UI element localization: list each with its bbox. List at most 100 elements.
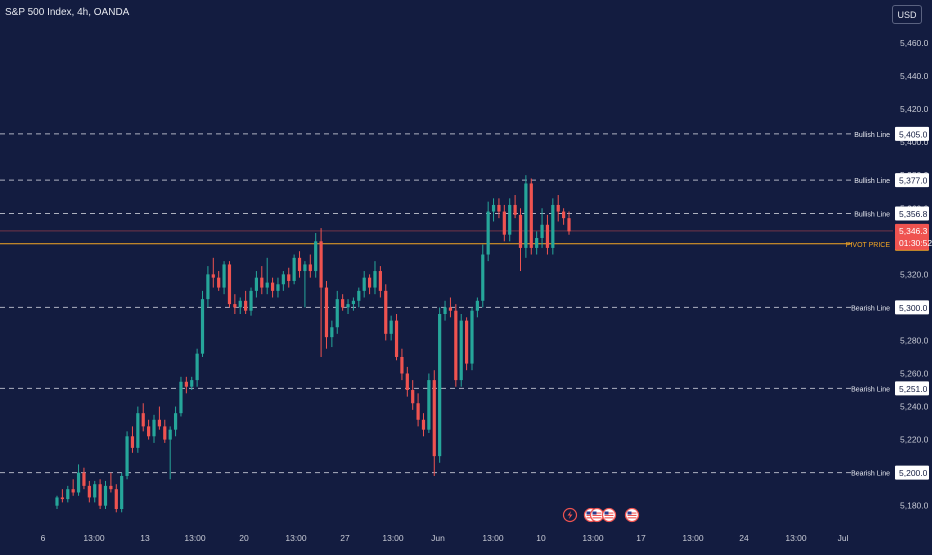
candle-body <box>249 290 253 311</box>
flag-canton <box>592 511 597 515</box>
flag-stripe <box>592 512 602 514</box>
candle-body <box>373 271 377 288</box>
candle-body <box>535 237 539 248</box>
x-tick-label: 17 <box>636 533 646 543</box>
symbol-title[interactable]: S&P 500 Index, 4h, OANDA <box>5 7 130 18</box>
candle-body <box>190 380 194 387</box>
level-label: Bullish Line <box>854 178 890 185</box>
flag-stripe <box>604 514 614 516</box>
flag-stripe <box>592 517 602 519</box>
candle-body <box>141 413 145 427</box>
candle-body <box>459 320 463 381</box>
candle-body <box>540 224 544 238</box>
flag-canton <box>604 511 609 515</box>
event-icons[interactable] <box>562 507 640 523</box>
candle-body <box>324 287 329 338</box>
candle-body <box>147 426 151 437</box>
candle-body <box>389 320 393 334</box>
flag-stripe <box>592 514 602 516</box>
level-value-label: 5,405.0 <box>899 129 928 139</box>
currency-button[interactable]: USD <box>892 5 922 24</box>
candle-body <box>281 274 285 285</box>
candle-body <box>551 204 555 248</box>
flag-canton <box>627 511 632 515</box>
y-tick-label: 5,420.0 <box>900 104 929 114</box>
candle-body <box>71 489 75 493</box>
x-axis[interactable]: 6 13:00 13 13:00 20 13:00 27 13:00 Jun 13:00 10 13:… <box>41 533 849 543</box>
candle-body <box>60 497 64 500</box>
candle-body <box>351 300 356 305</box>
x-tick-label: 27 <box>340 533 350 543</box>
candle-body <box>567 218 571 232</box>
candle-body <box>163 426 167 440</box>
candle-body <box>556 204 560 212</box>
candle-body <box>405 373 409 391</box>
level-label: Bullish Line <box>854 132 890 139</box>
x-tick-label: 13:00 <box>285 533 307 543</box>
candle-body <box>130 436 135 448</box>
candle-body <box>244 300 248 311</box>
candle-body <box>454 310 458 381</box>
candle-body <box>222 264 226 288</box>
candle-body <box>114 489 118 510</box>
level-label: Bearish Line <box>851 305 890 312</box>
candle-body <box>357 290 361 301</box>
candle-body <box>179 381 183 414</box>
candle-body <box>427 380 431 430</box>
candle-body <box>136 413 140 448</box>
candles-layer <box>55 175 571 513</box>
candle-body <box>341 299 345 308</box>
level-value-label-bg <box>895 300 929 315</box>
candle-body <box>82 472 86 486</box>
candle-body <box>270 282 275 291</box>
flag-stripe <box>627 514 637 516</box>
level-value-label-bg <box>895 206 929 221</box>
candle-body <box>524 183 528 248</box>
candle-body <box>470 310 474 364</box>
y-axis[interactable]: 5,180.0 5,200.0 5,220.0 5,240.0 5,260.0 5,280… <box>900 38 929 511</box>
candle-body <box>157 419 161 427</box>
last-price-label: 5,346.3 <box>899 226 928 236</box>
y-tick-label: 5,180.0 <box>900 501 929 511</box>
candle-body <box>173 413 178 430</box>
x-tick-label: 24 <box>739 533 749 543</box>
candle-body <box>168 429 172 440</box>
level-value-label-bg <box>895 126 929 141</box>
x-tick-label: 13:00 <box>582 533 604 543</box>
candle-body <box>276 284 280 291</box>
x-tick-label: 13:00 <box>83 533 105 543</box>
candle-body <box>486 211 490 255</box>
candle-body <box>416 403 420 420</box>
candle-body <box>319 241 323 288</box>
candle-body <box>335 299 339 328</box>
candle-body <box>513 204 517 215</box>
candle-body <box>217 277 221 288</box>
lightning-icon <box>567 511 573 519</box>
candle-body <box>125 436 129 476</box>
y-tick-label: 5,220.0 <box>900 435 929 445</box>
x-tick-label: 13:00 <box>682 533 704 543</box>
candle-body <box>211 274 215 278</box>
x-tick-label: 13:00 <box>184 533 206 543</box>
candle-body <box>109 485 113 490</box>
candle-body <box>481 254 485 301</box>
level-value-label: 5,300.0 <box>899 303 928 313</box>
level-label: Bullish Line <box>854 212 890 219</box>
candle-body <box>475 300 479 311</box>
lightning-event-icon[interactable] <box>562 507 578 523</box>
level-label: Bearish Line <box>851 386 890 393</box>
candle-body <box>367 277 372 288</box>
candle-body <box>438 314 442 457</box>
candle-body <box>545 224 550 248</box>
candle-body <box>491 204 496 212</box>
flag-canton <box>586 511 591 515</box>
candle-body <box>292 257 296 281</box>
x-tick-label: Jun <box>431 533 445 543</box>
candle-body <box>195 353 199 381</box>
candle-body <box>362 277 366 291</box>
candle-body <box>66 489 70 500</box>
candle-body <box>314 241 318 272</box>
candle-body <box>346 304 350 308</box>
